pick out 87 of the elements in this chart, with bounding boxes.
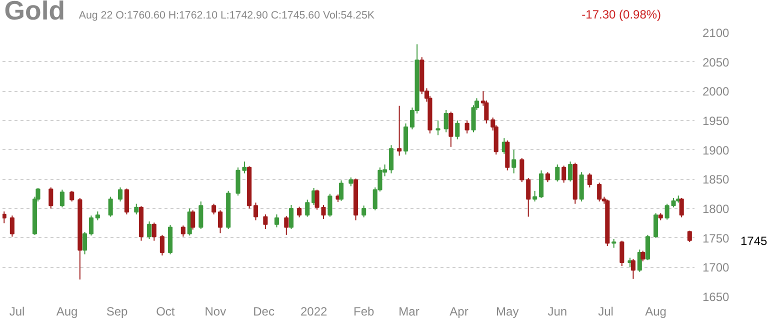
candlestick (118, 186, 123, 202)
candlestick (587, 172, 592, 188)
candlestick (263, 214, 268, 230)
candlestick (236, 166, 240, 196)
candlestick (679, 197, 684, 218)
candlestick (297, 206, 302, 218)
candlestick (654, 212, 658, 238)
x-tick-label: Mar (398, 304, 420, 318)
candlestick (464, 120, 470, 134)
candlestick (242, 161, 247, 174)
candlestick (645, 234, 650, 261)
candlestick (253, 202, 258, 221)
x-tick-label: Sep (106, 304, 128, 318)
candlestick (448, 111, 454, 148)
candlestick (180, 225, 186, 238)
x-tick-label: Jul (9, 304, 25, 318)
chart-title: Gold (4, 0, 66, 26)
candlestick (88, 215, 94, 236)
candlestick (305, 199, 310, 218)
x-tick-label: May (496, 304, 519, 318)
candlestick (532, 190, 538, 202)
candlestick (640, 250, 646, 262)
y-tick-label: 2100 (702, 26, 730, 40)
x-tick-label: Apr (450, 304, 468, 318)
y-tick-label: 2050 (702, 55, 730, 70)
text: -17.30 (0.98%) (582, 8, 662, 22)
candlestick (555, 164, 560, 182)
y-tick-label: 1650 (702, 290, 730, 304)
candlestick (60, 189, 64, 208)
candlestick (48, 186, 54, 209)
candlestick (2, 210, 6, 224)
candlestick (338, 180, 344, 202)
candlestick (134, 203, 139, 215)
candlestick (218, 210, 223, 234)
candlestick (190, 210, 196, 230)
candlestick (288, 204, 294, 230)
candlestick (397, 105, 402, 156)
candlestick (664, 203, 670, 220)
candlestick (687, 230, 692, 242)
candlestick (152, 222, 156, 242)
candlestick (444, 109, 448, 133)
x-tick-label: Aug (56, 304, 78, 318)
candlestick (436, 120, 440, 136)
candlestick (562, 165, 566, 184)
candlestick (388, 144, 394, 174)
candlestick (568, 161, 573, 182)
candlestick (362, 205, 366, 218)
candlestick (526, 177, 531, 218)
text: 1745 (740, 234, 768, 248)
x-tick-label: Nov (204, 304, 226, 318)
candlestick (212, 203, 216, 215)
y-tick-label: 1750 (702, 231, 730, 246)
candlestick (512, 149, 516, 174)
candlestick (160, 234, 164, 256)
candlestick (538, 170, 544, 198)
y-tick-label: 1950 (702, 114, 730, 128)
candlestick (284, 216, 289, 236)
chart-subtitle: Aug 22 O:1760.60 H:1762.10 L:1742.90 C:1745.60 Vol:54.25K (78, 10, 375, 22)
candlestick (147, 220, 152, 240)
candlestick (620, 240, 624, 266)
x-tick-label: 2022 (300, 304, 328, 318)
candlestick (314, 189, 320, 210)
x-tick-label: Oct (156, 304, 176, 318)
candlestick (328, 193, 332, 218)
candlestick (10, 215, 14, 238)
y-tick-label: 2000 (702, 84, 730, 99)
candlestick (520, 158, 524, 183)
candlestick (82, 231, 88, 255)
candlestick (124, 188, 129, 215)
y-tick-label: 1900 (702, 143, 730, 158)
candlestick (545, 172, 550, 183)
candlestick (108, 196, 113, 218)
candlestick (630, 258, 636, 280)
candlestick (198, 200, 204, 230)
x-tick-label: Jul (598, 304, 614, 318)
y-tick-label: 1800 (702, 202, 730, 216)
candlestick (455, 120, 460, 140)
candlestick (274, 214, 279, 228)
x-tick-label: Jun (548, 304, 568, 318)
candlestick (70, 190, 74, 202)
candlestick (671, 197, 676, 208)
x-tick-label: Dec (253, 304, 274, 318)
y-tick-label: 1850 (702, 172, 730, 187)
y-tick-label: 1700 (702, 260, 730, 275)
x-tick-label: Aug (645, 304, 666, 318)
candlestick (321, 204, 326, 220)
x-tick-label: Feb (353, 304, 374, 318)
